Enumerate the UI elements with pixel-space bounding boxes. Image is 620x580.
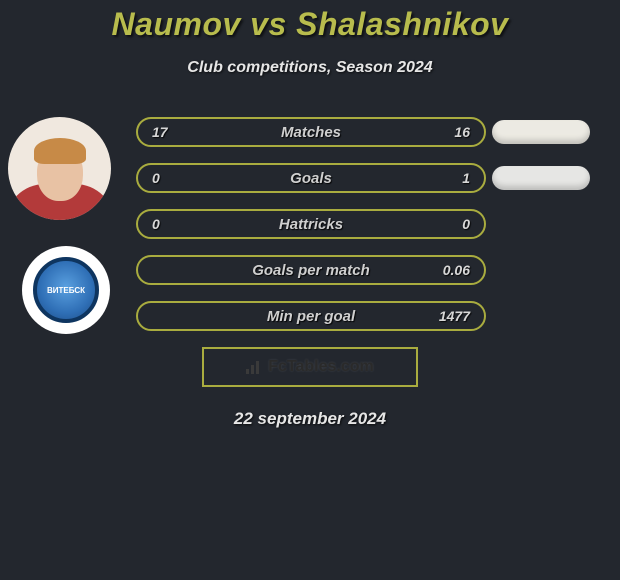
stat-label: Hattricks (279, 216, 343, 233)
badge-icon: ВИТЕБСК (33, 257, 99, 323)
pill-2 (492, 166, 590, 190)
page-title: Naumov vs Shalashnikov (0, 6, 620, 43)
stat-right: 0.06 (443, 262, 470, 278)
stat-right: 16 (454, 124, 470, 140)
pill-1 (492, 120, 590, 144)
stats-list: 17 Matches 16 0 Goals 1 0 Hattricks 0 Go… (136, 117, 486, 331)
brand-box[interactable]: FcTables.com (202, 347, 418, 387)
stat-label: Goals per match (252, 262, 370, 279)
stat-label: Goals (290, 170, 332, 187)
infographic-root: Naumov vs Shalashnikov Club competitions… (0, 0, 620, 429)
content-area: ВИТЕБСК 17 Matches 16 0 Goals 1 0 Hattri… (0, 117, 620, 429)
stat-label: Matches (281, 124, 341, 141)
avatar-hair (34, 138, 86, 164)
footer-date: 22 september 2024 (0, 409, 620, 429)
stat-right: 1477 (439, 308, 470, 324)
stat-row-mpg: Min per goal 1477 (136, 301, 486, 331)
stat-left: 17 (152, 124, 168, 140)
page-subtitle: Club competitions, Season 2024 (0, 59, 620, 77)
stat-left: 0 (152, 170, 160, 186)
stat-label: Min per goal (267, 308, 355, 325)
avatar-column: ВИТЕБСК (8, 117, 120, 334)
player-avatar (8, 117, 111, 220)
chart-icon (246, 360, 264, 374)
stat-row-goals: 0 Goals 1 (136, 163, 486, 193)
pill-column (492, 117, 590, 212)
brand-text: FcTables.com (268, 358, 374, 376)
club-badge: ВИТЕБСК (22, 246, 110, 334)
stat-right: 1 (462, 170, 470, 186)
stat-row-gpm: Goals per match 0.06 (136, 255, 486, 285)
badge-text: ВИТЕБСК (47, 286, 85, 295)
stat-right: 0 (462, 216, 470, 232)
stat-row-hattricks: 0 Hattricks 0 (136, 209, 486, 239)
brand-content: FcTables.com (246, 358, 374, 376)
stat-row-matches: 17 Matches 16 (136, 117, 486, 147)
stat-left: 0 (152, 216, 160, 232)
